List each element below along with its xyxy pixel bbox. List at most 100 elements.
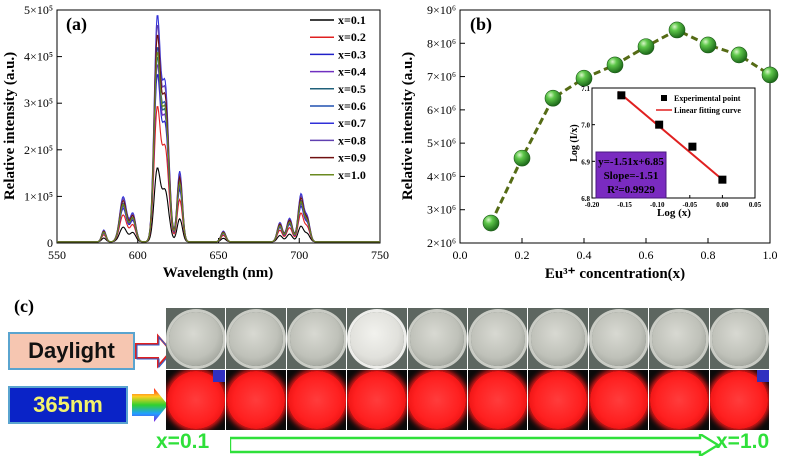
inset-x-title: Log (x) <box>657 207 691 219</box>
y-tick-label-a: 0 <box>47 236 53 250</box>
uv-sample-tile <box>709 370 770 430</box>
legend-a: x=0.1 x=0.2 x=0.3 x=0.4 x=0.5 x=0.6 x=0.7 x=0.8… <box>310 13 366 182</box>
inset-y-tick-label: 6.8 <box>581 195 590 203</box>
sample-dish <box>470 311 525 366</box>
inset-plot: -0.20 -0.15 -0.10 -0.05 0.00 0.05 6.8 6.9 7.0 7.1… <box>569 85 762 219</box>
x-tick-label-b: 0.0 <box>453 248 468 262</box>
sample-dish <box>651 311 706 366</box>
panel-b-label: (b) <box>470 14 492 35</box>
legend-entry: x=0.9 <box>338 151 366 165</box>
uv-sample-tile <box>347 370 407 430</box>
sample-dish <box>289 311 344 366</box>
panel-c-label: (c) <box>14 296 34 316</box>
concentration-point <box>668 21 686 39</box>
y-tick-label-b: 5×10⁶ <box>427 136 456 150</box>
legend-entry: x=0.2 <box>338 30 366 44</box>
uv-sample-tile <box>166 370 226 430</box>
y-tick-label-b: 6×10⁶ <box>427 103 456 117</box>
sample-dish <box>349 311 404 366</box>
glowing-sample-dish <box>227 371 286 429</box>
concentration-point <box>606 56 624 74</box>
concentration-point <box>513 149 531 167</box>
legend-entry: x=1.0 <box>338 168 366 182</box>
sample-dish <box>229 311 284 366</box>
y-tick-label-b: 3×10⁶ <box>427 203 456 217</box>
x-axis-b: 0.0 0.2 0.4 0.6 0.8 1.0 <box>453 238 778 262</box>
x-tick-label-b: 1.0 <box>763 248 778 262</box>
inset-x-tick-label: -0.05 <box>683 201 698 209</box>
daylight-sample-tile <box>528 308 588 369</box>
panel-b: (b) 0.0 0.2 0.4 0.6 0.8 1.0 2×10⁶ 3×10⁶ 4×10⁶ 5×… <box>400 3 779 282</box>
y-tick-label-b: 7×10⁶ <box>427 70 456 84</box>
glowing-sample-dish <box>468 371 527 429</box>
plot-a-frame <box>56 9 381 244</box>
range-start-label: x=0.1 <box>156 430 210 453</box>
inset-x-tick-label: -0.20 <box>585 201 600 209</box>
legend-entry: x=0.1 <box>338 13 366 27</box>
daylight-sample-strip <box>166 308 770 369</box>
daylight-sample-tile <box>649 308 709 369</box>
inset-data <box>617 90 727 184</box>
sample-dish <box>531 311 586 366</box>
spectrum-line <box>57 34 380 243</box>
daylight-sample-tile <box>407 308 468 369</box>
daylight-sample-tile <box>709 308 770 369</box>
lamp-glare <box>213 370 226 382</box>
fit-line <box>617 90 724 181</box>
y-axis-b: 2×10⁶ 3×10⁶ 4×10⁶ 5×10⁶ 6×10⁶ 7×10⁶ 8×10⁶ 9×10⁶ <box>427 3 465 250</box>
experimental-point <box>617 91 626 100</box>
inset-x-tick-label: 0.05 <box>749 201 762 209</box>
range-arrow-icon <box>230 434 720 456</box>
legend-experimental: Experimental point <box>674 94 741 103</box>
x-tick-label-b: 0.4 <box>577 248 592 262</box>
spectrum-line <box>57 51 380 243</box>
spectrum-line <box>57 15 380 243</box>
legend-point-swatch <box>661 95 667 101</box>
legend-entry: x=0.8 <box>338 133 366 147</box>
legend-fit: Linear fitting curve <box>674 106 741 115</box>
y-axis-b-title: Relative intensity (a.u.) <box>400 52 416 200</box>
spectrum-line <box>57 167 380 243</box>
concentration-point <box>575 69 593 87</box>
concentration-line <box>489 28 771 224</box>
arrow-right-icon <box>135 333 173 369</box>
inset-x-tick-label: -0.15 <box>617 201 632 209</box>
panel-a: (a) 550 600 650 700 750 0 1×10⁵ 2×10⁵ 3×10⁵ 4×10… <box>2 3 389 281</box>
y-tick-label-a: 1×10⁵ <box>24 189 53 203</box>
uv-sample-tile <box>226 370 286 430</box>
glowing-sample-dish <box>347 371 406 429</box>
x-tick-label-b: 0.6 <box>639 248 654 262</box>
y-tick-label-a: 3×10⁵ <box>24 96 53 110</box>
spectrum-line <box>57 56 380 243</box>
uv-sample-strip <box>166 370 770 430</box>
y-tick-label-a: 5×10⁵ <box>24 3 53 17</box>
daylight-sample-tile <box>166 308 226 369</box>
concentration-point <box>761 66 779 84</box>
daylight-sample-tile <box>588 308 649 369</box>
concentration-point <box>637 38 655 55</box>
concentration-series <box>482 21 779 232</box>
daylight-sample-tile <box>226 308 286 369</box>
inset-y-tick-label: 6.9 <box>581 158 590 166</box>
y-tick-label-b: 8×10⁶ <box>427 36 456 50</box>
x-tick-label-b: 0.2 <box>515 248 530 262</box>
concentration-point <box>699 36 717 54</box>
x-tick-label-a: 600 <box>129 248 147 262</box>
plot-b-frame <box>459 9 771 244</box>
y-tick-label-b: 4×10⁶ <box>427 169 456 183</box>
concentration-point <box>730 46 748 64</box>
uv-sample-tile <box>588 370 649 430</box>
uv-365nm-label: 365nm <box>8 386 128 424</box>
spectrum-line <box>57 24 380 243</box>
uv-sample-tile <box>528 370 588 430</box>
sample-dish <box>712 311 767 366</box>
legend-entry: x=0.3 <box>338 47 366 61</box>
glowing-sample-dish <box>287 371 346 429</box>
spectrum-line <box>57 64 380 243</box>
glowing-sample-dish <box>408 371 467 429</box>
rainbow-arrow-icon <box>132 388 168 422</box>
spectrum-line <box>57 47 380 243</box>
fit-result-box <box>595 151 667 199</box>
x-tick-label-a: 550 <box>48 248 66 262</box>
y-tick-label-b: 2×10⁶ <box>427 236 456 250</box>
